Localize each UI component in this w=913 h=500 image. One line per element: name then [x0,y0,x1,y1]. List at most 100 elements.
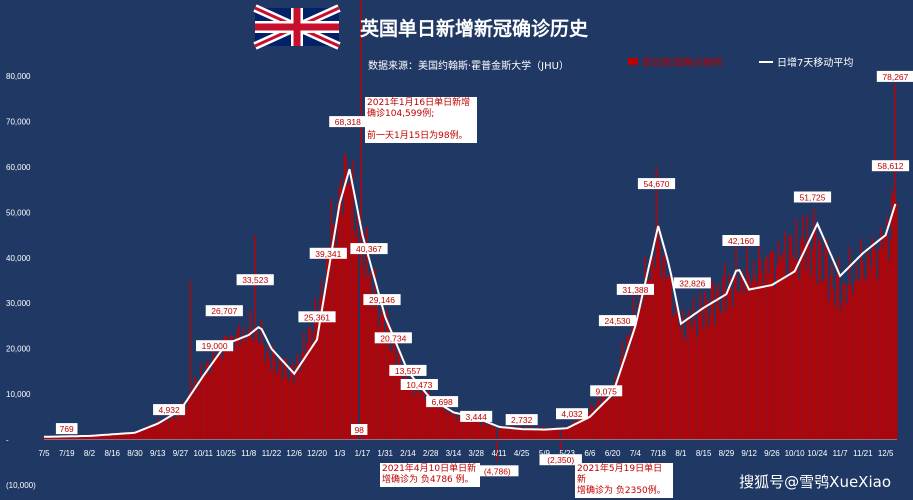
daily-bar [758,245,760,440]
x-tick-label: 11/22 [262,449,282,458]
daily-bar [771,250,773,440]
daily-bar [428,390,430,440]
daily-bar [109,433,112,440]
daily-bar [881,247,883,440]
daily-bar [814,229,817,440]
daily-bar [347,184,349,440]
x-tick-label: 11/7 [833,449,849,458]
daily-bar [299,371,302,440]
daily-bar [394,336,396,440]
daily-bar [686,315,688,440]
daily-bar [730,288,732,440]
daily-bar [704,290,706,440]
daily-bar [496,439,498,462]
daily-bar [252,341,255,440]
daily-bar [709,314,711,440]
daily-bar [348,181,351,440]
daily-bar [875,250,877,440]
x-tick-label: 12/5 [878,449,894,458]
daily-bar [221,359,224,440]
daily-bar [280,361,282,440]
daily-bar [473,421,476,440]
daily-bar [842,282,844,440]
daily-bar [800,238,802,440]
daily-bar [195,380,198,440]
daily-bar [486,426,489,440]
daily-bar [738,290,740,440]
daily-bar [504,429,506,440]
daily-bar [382,313,385,440]
daily-bar [181,406,183,440]
daily-bar [319,297,321,440]
daily-bar [256,328,258,440]
daily-bar [410,378,412,440]
daily-bar [449,415,451,440]
x-tick-label: 1/3 [334,449,346,458]
data-label-box [505,414,538,426]
daily-bar [694,318,697,440]
daily-bar [100,434,102,440]
daily-bar [863,276,866,440]
daily-bar [509,429,511,440]
daily-bar [184,405,186,440]
daily-bar [720,313,723,440]
daily-bar [491,427,493,440]
daily-bar [72,436,74,440]
daily-bar [137,432,139,440]
daily-bar [90,434,92,440]
daily-bar [840,301,843,440]
daily-bar [233,350,235,440]
daily-bar [577,419,580,440]
daily-bar [639,290,641,440]
daily-bar [689,322,692,440]
daily-bar [637,304,640,440]
daily-bar [608,387,610,440]
daily-bar [595,405,597,440]
daily-bar [823,280,825,440]
data-label: (4,786) [484,466,511,476]
data-label-box [598,315,637,327]
daily-bar [732,306,734,440]
x-tick-label: 8/16 [104,449,120,458]
daily-bar [787,274,789,440]
daily-bar [780,257,783,440]
watermark: 搜狐号@雪鸮XueXiao [739,473,891,491]
daily-bar [572,421,575,440]
daily-bar [710,280,713,440]
daily-bar [451,413,453,440]
daily-bar [44,436,47,440]
daily-bar [644,256,646,440]
x-tick-label: 11/8 [241,449,257,458]
daily-bar [442,407,445,440]
daily-bar [127,433,130,440]
daily-bar [785,277,788,440]
daily-bar [452,413,455,440]
daily-bar [660,277,662,440]
daily-bar [142,429,144,440]
annotation-jan16: 2021年1月16日单日新增 确诊104,599例; 前一天1月15日为98例。 [365,97,477,143]
daily-bar [860,239,862,440]
x-tick-label: 2/28 [423,449,439,458]
daily-bar [569,427,571,440]
data-label-box [196,340,234,352]
daily-bar [649,280,651,440]
daily-bar [267,345,269,440]
daily-bar [247,329,250,440]
daily-bar [585,409,588,440]
daily-bar [541,426,544,440]
daily-bar [862,261,864,440]
daily-bar [623,363,625,440]
daily-bar [790,236,792,440]
data-label: 40,367 [356,244,382,254]
daily-bar [566,428,568,440]
daily-bar [551,429,554,440]
daily-bar [878,248,880,440]
daily-bar [96,435,99,440]
daily-bar [645,272,648,440]
daily-bar [532,427,534,440]
daily-bar [434,399,437,440]
data-label-box [722,235,760,246]
daily-bar [533,428,536,440]
daily-bar [517,427,519,440]
